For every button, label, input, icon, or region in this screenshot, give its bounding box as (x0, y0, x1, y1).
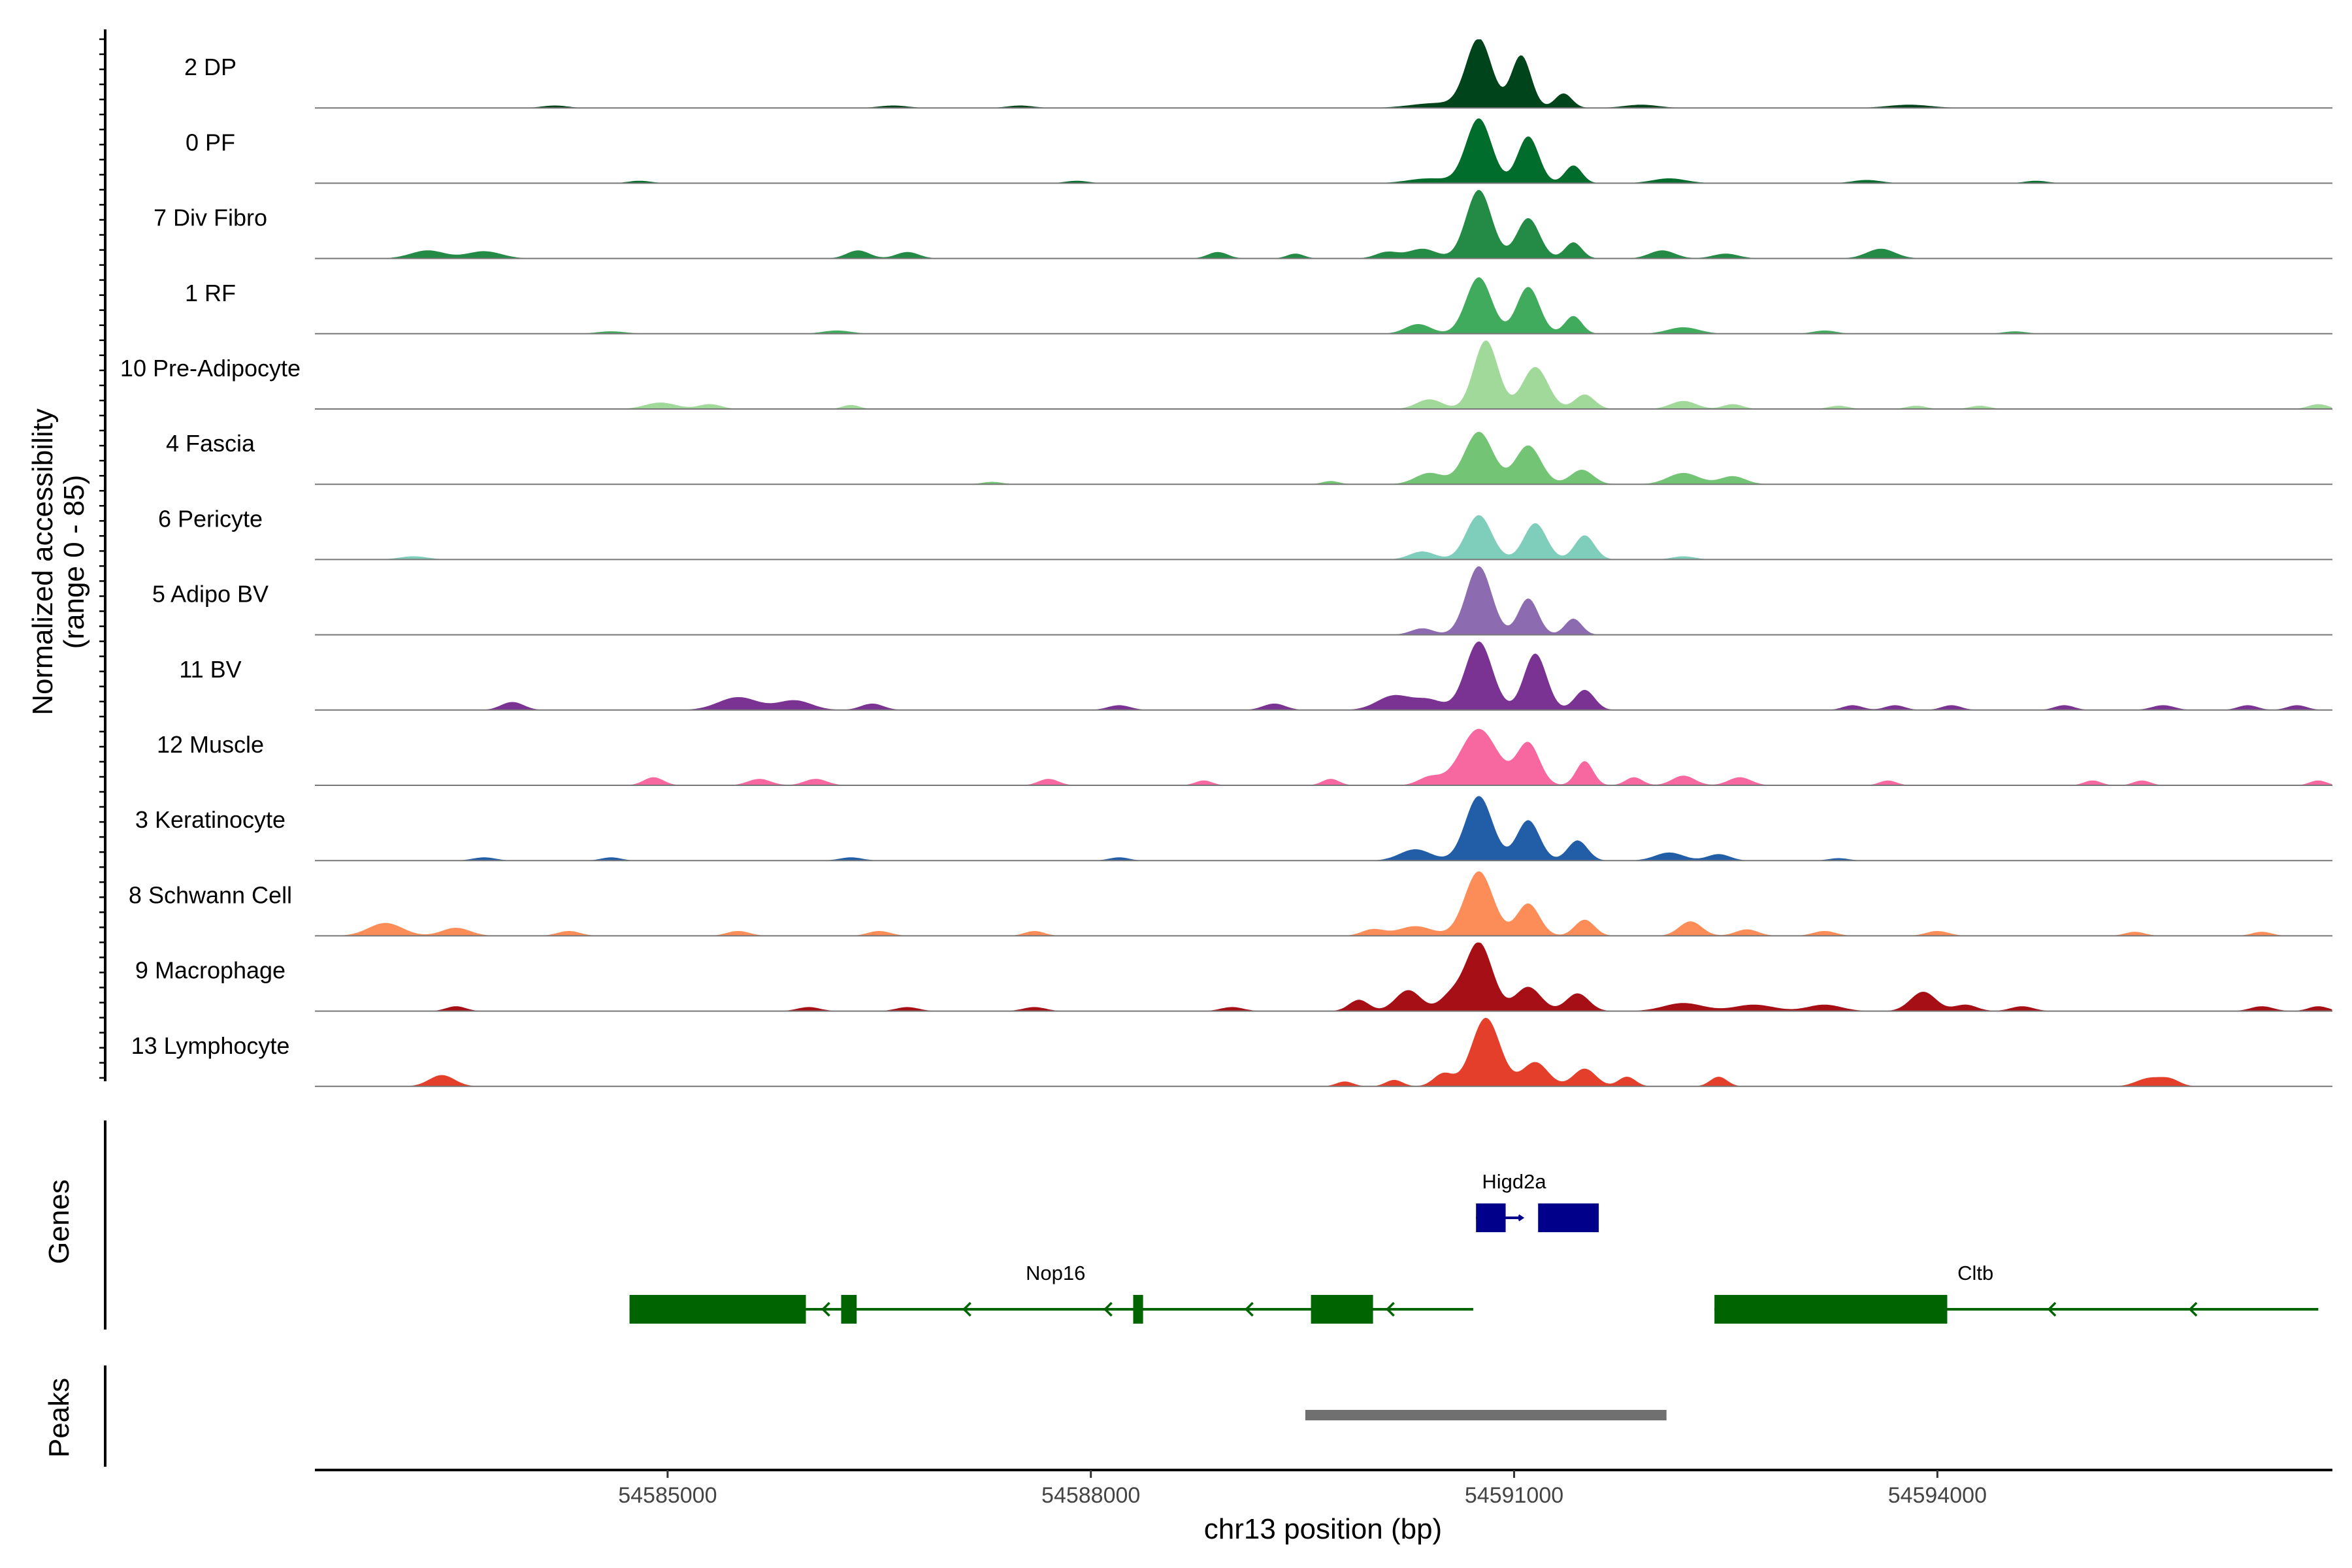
strand-arrow (1386, 1301, 1395, 1317)
gene-nop16: Nop16 (629, 1262, 1473, 1324)
track-label: 12 Muscle (157, 731, 264, 758)
coverage-area (315, 39, 2332, 108)
track-label: 5 Adipo BV (152, 581, 269, 608)
track-12: 8 Schwann Cell (129, 871, 2332, 937)
strand-arrow (821, 1301, 830, 1317)
genomic-x-axis: 54585000 54588000 54591000 54594000 (315, 1469, 2332, 1508)
coverage-area (315, 340, 2332, 409)
coverage-area (315, 515, 2332, 560)
track-3: 7 Div Fibro (154, 189, 2332, 259)
coverage-area (315, 1018, 2332, 1086)
peaks-panel-label: Peaks (43, 1378, 75, 1458)
coverage-area (315, 189, 2332, 259)
track-5: 10 Pre-Adipocyte (120, 340, 2332, 410)
gene-exon (1476, 1203, 1506, 1232)
coverage-tracks: 2 DP 0 PF 7 Div Fibro 1 RF 10 Pre-Adipocyte 4… (120, 39, 2332, 1087)
coverage-area (315, 566, 2332, 635)
strand-arrow (1518, 1214, 1525, 1222)
gene-exon (1714, 1295, 1948, 1324)
track-label: 7 Div Fibro (154, 204, 267, 231)
peaks-track (104, 1365, 1667, 1467)
gene-label: Cltb (1957, 1262, 1993, 1284)
x-axis-title: chr13 position (bp) (1204, 1513, 1442, 1545)
gene-exon (1538, 1203, 1599, 1232)
gene-annotation-track: Higd2a Nop16 Cltb (104, 1120, 2319, 1330)
gene-exon (1133, 1295, 1143, 1324)
gene-exon (841, 1295, 857, 1324)
coverage-area (315, 118, 2332, 184)
track-label: 8 Schwann Cell (129, 881, 292, 908)
genes-panel-label: Genes (43, 1179, 75, 1264)
coverage-area (315, 796, 2332, 861)
gene-higd2a: Higd2a (1476, 1170, 1599, 1232)
track-4: 1 RF (185, 277, 2332, 335)
track-label: 6 Pericyte (158, 505, 263, 532)
gene-exon (629, 1295, 806, 1324)
track-label: 0 PF (186, 129, 235, 155)
x-tick-label: 54585000 (618, 1483, 717, 1508)
track-7: 6 Pericyte (158, 505, 2332, 561)
track-1: 2 DP (184, 39, 2332, 109)
x-tick-label: 54594000 (1888, 1483, 1987, 1508)
strand-arrow (962, 1301, 972, 1317)
strand-arrow (1245, 1301, 1254, 1317)
track-label: 4 Fascia (166, 430, 255, 457)
coverage-area (315, 641, 2332, 710)
track-11: 3 Keratinocyte (135, 796, 2332, 862)
strand-arrow (2047, 1301, 2057, 1317)
track-10: 12 Muscle (157, 728, 2332, 786)
track-label: 2 DP (184, 54, 237, 80)
track-13: 9 Macrophage (135, 942, 2332, 1012)
track-label: 10 Pre-Adipocyte (120, 355, 301, 382)
track-label: 1 RF (185, 280, 236, 306)
strand-arrow (1103, 1301, 1113, 1317)
x-tick-label: 54591000 (1465, 1483, 1563, 1508)
y-axis-title: Normalized accessibility (27, 408, 59, 715)
track-9: 11 BV (179, 641, 2332, 711)
gene-exon (1311, 1295, 1373, 1324)
x-tick-label: 54588000 (1041, 1483, 1140, 1508)
gene-cltb: Cltb (1714, 1262, 2319, 1324)
coverage-area (315, 728, 2332, 785)
coverage-area (315, 277, 2332, 334)
strand-arrow (2188, 1301, 2198, 1317)
coverage-area (315, 871, 2332, 936)
track-2: 0 PF (186, 118, 2332, 184)
accessibility-y-axis (99, 29, 106, 1081)
gene-label: Higd2a (1482, 1170, 1546, 1193)
gene-label: Nop16 (1026, 1262, 1085, 1284)
track-14: 13 Lymphocyte (131, 1018, 2332, 1087)
track-label: 11 BV (179, 656, 241, 683)
peak-region (1305, 1410, 1667, 1420)
coverage-area (315, 942, 2332, 1011)
coverage-area (315, 431, 2332, 485)
track-label: 3 Keratinocyte (135, 806, 286, 833)
track-label: 13 Lymphocyte (131, 1032, 290, 1059)
track-label: 9 Macrophage (135, 957, 286, 984)
track-8: 5 Adipo BV (152, 566, 2332, 636)
y-axis-range: (range 0 - 85) (58, 475, 90, 649)
track-6: 4 Fascia (166, 430, 2332, 485)
